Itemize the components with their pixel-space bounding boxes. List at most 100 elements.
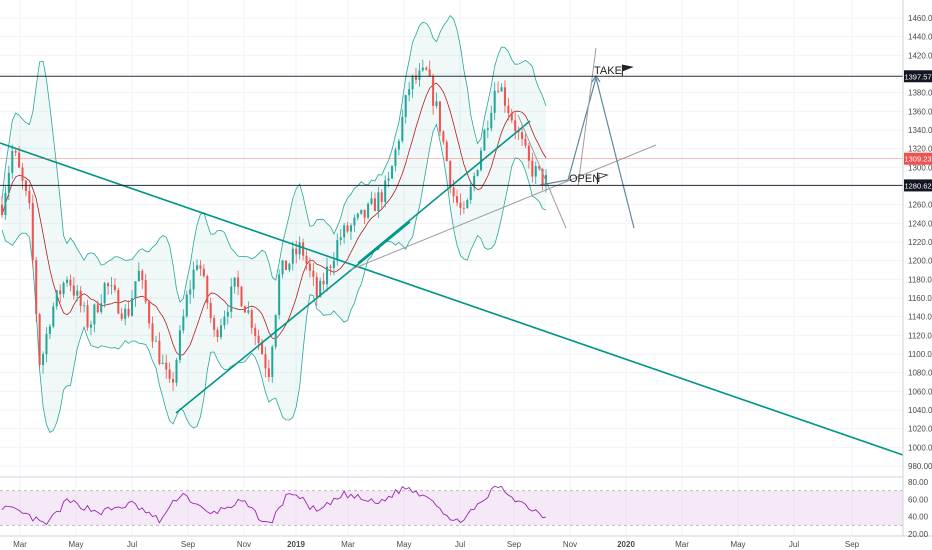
rsi-indicator [0, 485, 903, 526]
candle-body [103, 283, 106, 304]
candle-body [120, 313, 123, 319]
price-tick-label: 1160.00 [908, 294, 932, 303]
candle-body [514, 120, 517, 132]
candle-body [456, 196, 459, 203]
bollinger-basis [1, 82, 547, 356]
candle-body [408, 89, 411, 96]
candle-body [295, 248, 298, 255]
candle-body [336, 240, 339, 261]
candle-body [469, 186, 472, 200]
price-tick-label: 1120.00 [908, 331, 932, 340]
price-tick-label: 1240.00 [908, 219, 932, 228]
candle-body [332, 260, 335, 268]
candle-body [165, 362, 168, 370]
candle-body [38, 314, 41, 365]
candle-body [384, 180, 387, 202]
price-tick-label: 1200.00 [908, 257, 932, 266]
rsi-axis[interactable]: 80.00 60.00 40.00 20.00 [908, 478, 929, 539]
candle-body [493, 90, 496, 113]
candle-body [52, 306, 55, 327]
candle-body [141, 270, 144, 281]
candle-body [7, 172, 10, 193]
candle-body [113, 285, 116, 290]
candle-body [89, 324, 92, 328]
price-tick-label: 1000.00 [908, 443, 932, 452]
bollinger-lower [1, 123, 547, 433]
rsi-pane[interactable] [0, 485, 903, 526]
candle-body [264, 354, 267, 369]
candle-body [14, 150, 17, 153]
candle-body [233, 277, 236, 287]
candle-body [148, 301, 151, 324]
candle-body [223, 316, 226, 326]
flag-cloth [597, 172, 609, 180]
price-axis[interactable]: 1460.001440.001420.001400.001380.001360.… [908, 14, 932, 471]
candle-body [442, 131, 445, 142]
candle-body [346, 225, 349, 232]
price-tick-label: 1440.00 [908, 33, 932, 42]
candle-body [240, 286, 243, 307]
candle-body [172, 378, 175, 383]
time-tick-label: Nov [237, 540, 251, 549]
candle-body [462, 207, 465, 209]
candle-body [144, 280, 147, 302]
candle-body [209, 302, 212, 319]
candle-body [185, 294, 188, 317]
price-tag-label: 1397.57 [904, 72, 931, 81]
price-tick-label: 1300.00 [908, 163, 932, 172]
price-tick-label: 1140.00 [908, 313, 932, 322]
candle-body [326, 266, 329, 285]
price-tick-label: 1080.00 [908, 369, 932, 378]
candle-body [72, 285, 75, 296]
candle-body [161, 362, 164, 364]
rsi-band-fill [0, 490, 903, 526]
candle-body [527, 145, 530, 161]
price-tick-label: 1100.00 [908, 350, 932, 359]
price-tag-label: 1280.62 [904, 181, 931, 190]
time-tick-label: Mar [675, 540, 689, 549]
candle-body [497, 90, 500, 92]
candle-body [432, 76, 435, 106]
candle-body [83, 305, 86, 307]
bollinger-fill [2, 15, 546, 433]
price-tick-label: 1020.00 [908, 425, 932, 434]
flag-icon [596, 172, 609, 184]
candle-body [93, 304, 96, 325]
candle-body [151, 323, 154, 342]
projection-path [539, 75, 635, 229]
price-pane[interactable] [0, 0, 904, 536]
candle-body [517, 131, 520, 133]
time-axis[interactable]: Mar May Jul Sep Nov 2019 Mar May Jul Sep Nov 2020 Ma… [13, 540, 860, 549]
candle-body [261, 342, 264, 355]
candle-body [206, 276, 209, 303]
bollinger-bands [1, 14, 547, 433]
candle-body [69, 279, 72, 286]
candle-body [202, 268, 205, 277]
drawings[interactable] [0, 47, 904, 456]
candle-body [339, 237, 342, 241]
candle-body [130, 298, 134, 316]
candle-body [219, 325, 222, 338]
candle-body [11, 150, 14, 173]
candle-body [100, 303, 103, 313]
candle-body [213, 318, 216, 330]
annotations[interactable]: TAKE OPEN [569, 64, 634, 185]
horizontal-levels[interactable] [0, 75, 903, 186]
grid-lines [0, 0, 903, 536]
candle-body [449, 161, 452, 188]
candle-body [356, 213, 359, 218]
candle-body [278, 274, 281, 316]
price-tick-label: 980.00 [908, 462, 932, 471]
candle-body [137, 270, 140, 282]
rsi-tick-label: 40.00 [908, 513, 929, 522]
candle-body [65, 279, 69, 283]
candle-body [55, 290, 58, 307]
price-tags: 1397.57 1309.23 1280.62 [904, 70, 932, 192]
candle-body [28, 190, 31, 204]
candle-body [312, 270, 315, 277]
channel-line [349, 144, 657, 271]
candle-body [397, 140, 400, 150]
candle-body [538, 166, 541, 169]
candle-body [414, 75, 418, 80]
